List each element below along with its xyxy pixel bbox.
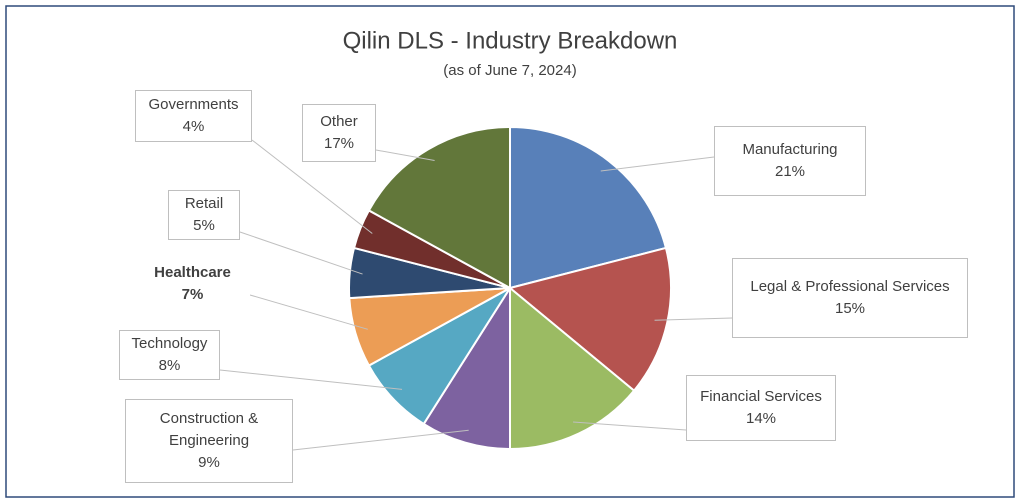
category-label: Healthcare: [154, 264, 231, 281]
chart-title: Qilin DLS - Industry Breakdown: [343, 27, 678, 54]
leader-line: [219, 369, 403, 390]
value-label: 21%: [774, 163, 806, 180]
value-label: 4%: [182, 118, 205, 135]
data-label: Governments 4%: [135, 90, 252, 142]
leader-line: [292, 429, 469, 451]
pie-slice: [422, 284, 511, 451]
data-label: Manufacturing 21%: [714, 126, 866, 196]
category-label: Manufacturing: [742, 141, 838, 158]
leader-line: [375, 149, 435, 161]
leader-line: [251, 139, 373, 234]
pie-slice: [509, 125, 668, 290]
category-label: Other: [320, 113, 358, 130]
value-label: 9%: [198, 454, 220, 471]
category-label: Retail: [184, 195, 224, 212]
value-label: 5%: [193, 217, 215, 234]
data-label: Technology 8%: [119, 330, 220, 380]
data-label: Other 17%: [302, 104, 376, 162]
value-label: 8%: [158, 357, 181, 374]
leader-line: [573, 421, 687, 431]
category-label: Legal & Professional Services: [750, 278, 950, 295]
data-label: Legal & Professional Services 15%: [732, 258, 968, 338]
category-label: Construction & Engineering: [159, 410, 259, 449]
value-label: 15%: [834, 300, 866, 317]
category-label: Governments: [148, 96, 239, 113]
data-label: Retail 5%: [168, 190, 240, 240]
pie-slice: [509, 285, 636, 451]
value-label: 7%: [181, 286, 204, 303]
leader-line: [249, 294, 368, 330]
pie-slice: [367, 125, 511, 290]
category-label: Financial Services: [700, 388, 822, 405]
leader-line: [654, 317, 733, 321]
leader-line: [600, 156, 715, 172]
data-label: Financial Services 14%: [686, 375, 836, 441]
category-label: Technology: [131, 335, 208, 352]
pie-slice: [507, 246, 672, 393]
leader-line: [239, 231, 363, 275]
data-label: Construction & Engineering 9%: [125, 399, 293, 483]
chart-subtitle: (as of June 7, 2024): [443, 62, 576, 79]
value-label: 14%: [745, 410, 777, 427]
data-label: Healthcare 7%: [135, 257, 250, 311]
value-label: 17%: [323, 135, 355, 152]
